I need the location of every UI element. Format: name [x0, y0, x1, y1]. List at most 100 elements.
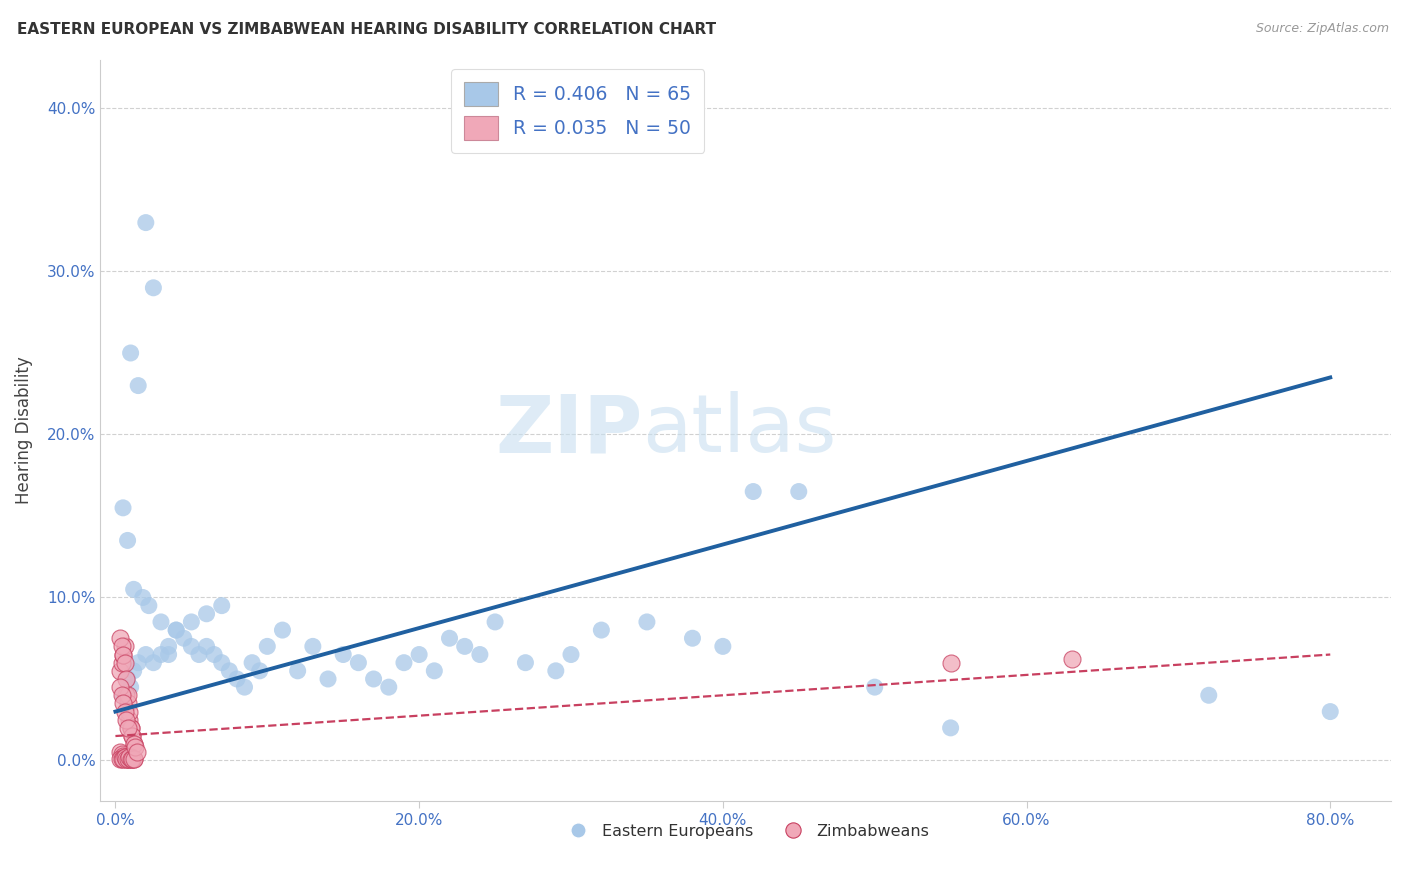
Point — [195, 640, 218, 654]
Point — [150, 648, 173, 662]
Point — [122, 737, 145, 751]
Point — [112, 500, 135, 515]
Point — [110, 752, 132, 766]
Text: Source: ZipAtlas.com: Source: ZipAtlas.com — [1256, 22, 1389, 36]
Point — [180, 615, 202, 629]
Point — [120, 721, 142, 735]
Point — [150, 615, 173, 629]
Point — [544, 664, 567, 678]
Point — [135, 648, 157, 662]
Point — [742, 484, 765, 499]
Point — [142, 281, 165, 295]
Point — [120, 750, 142, 764]
Point — [115, 713, 138, 727]
Point — [122, 582, 145, 597]
Point — [124, 740, 146, 755]
Point — [121, 729, 143, 743]
Point — [591, 623, 613, 637]
Point — [188, 648, 211, 662]
Point — [127, 378, 149, 392]
Point — [165, 623, 187, 637]
Point — [454, 640, 477, 654]
Point — [439, 632, 461, 646]
Point — [165, 623, 187, 637]
Point — [118, 705, 141, 719]
Point — [108, 632, 131, 646]
Point — [392, 656, 415, 670]
Point — [180, 640, 202, 654]
Point — [1198, 688, 1220, 702]
Point — [515, 656, 537, 670]
Point — [112, 748, 135, 763]
Point — [117, 721, 139, 735]
Point — [202, 648, 225, 662]
Point — [138, 599, 160, 613]
Point — [211, 599, 233, 613]
Point — [110, 747, 132, 761]
Point — [122, 664, 145, 678]
Point — [117, 672, 139, 686]
Point — [226, 672, 249, 686]
Text: ZIP: ZIP — [495, 392, 643, 469]
Point — [127, 656, 149, 670]
Point — [120, 680, 142, 694]
Point — [636, 615, 658, 629]
Point — [157, 640, 180, 654]
Point — [195, 607, 218, 621]
Point — [332, 648, 354, 662]
Point — [378, 680, 401, 694]
Point — [112, 752, 135, 766]
Point — [110, 688, 132, 702]
Text: atlas: atlas — [643, 392, 837, 469]
Point — [117, 752, 139, 766]
Point — [112, 648, 135, 662]
Point — [233, 680, 256, 694]
Point — [249, 664, 271, 678]
Point — [115, 752, 138, 766]
Point — [108, 680, 131, 694]
Point — [423, 664, 446, 678]
Point — [256, 640, 278, 654]
Point — [120, 721, 142, 735]
Text: EASTERN EUROPEAN VS ZIMBABWEAN HEARING DISABILITY CORRELATION CHART: EASTERN EUROPEAN VS ZIMBABWEAN HEARING D… — [17, 22, 716, 37]
Point — [408, 648, 430, 662]
Point — [117, 688, 139, 702]
Point — [112, 688, 135, 702]
Point — [468, 648, 491, 662]
Point — [711, 640, 734, 654]
Y-axis label: Hearing Disability: Hearing Disability — [15, 357, 32, 504]
Point — [1319, 705, 1341, 719]
Point — [122, 752, 145, 766]
Point — [287, 664, 309, 678]
Point — [114, 640, 136, 654]
Point — [135, 216, 157, 230]
Point — [939, 656, 962, 670]
Point — [115, 672, 138, 686]
Point — [108, 745, 131, 759]
Point — [560, 648, 582, 662]
Point — [110, 640, 132, 654]
Point — [118, 752, 141, 766]
Point — [117, 752, 139, 766]
Point — [347, 656, 370, 670]
Point — [110, 656, 132, 670]
Point — [302, 640, 325, 654]
Point — [157, 648, 180, 662]
Point — [115, 688, 138, 702]
Point — [122, 752, 145, 766]
Point — [114, 705, 136, 719]
Point — [173, 632, 195, 646]
Point — [939, 721, 962, 735]
Point — [125, 745, 148, 759]
Point — [142, 656, 165, 670]
Point — [132, 591, 155, 605]
Point — [120, 346, 142, 360]
Point — [115, 752, 138, 766]
Point — [363, 672, 385, 686]
Point — [121, 752, 143, 766]
Point — [121, 752, 143, 766]
Point — [240, 656, 263, 670]
Point — [122, 737, 145, 751]
Point — [114, 656, 136, 670]
Point — [112, 697, 135, 711]
